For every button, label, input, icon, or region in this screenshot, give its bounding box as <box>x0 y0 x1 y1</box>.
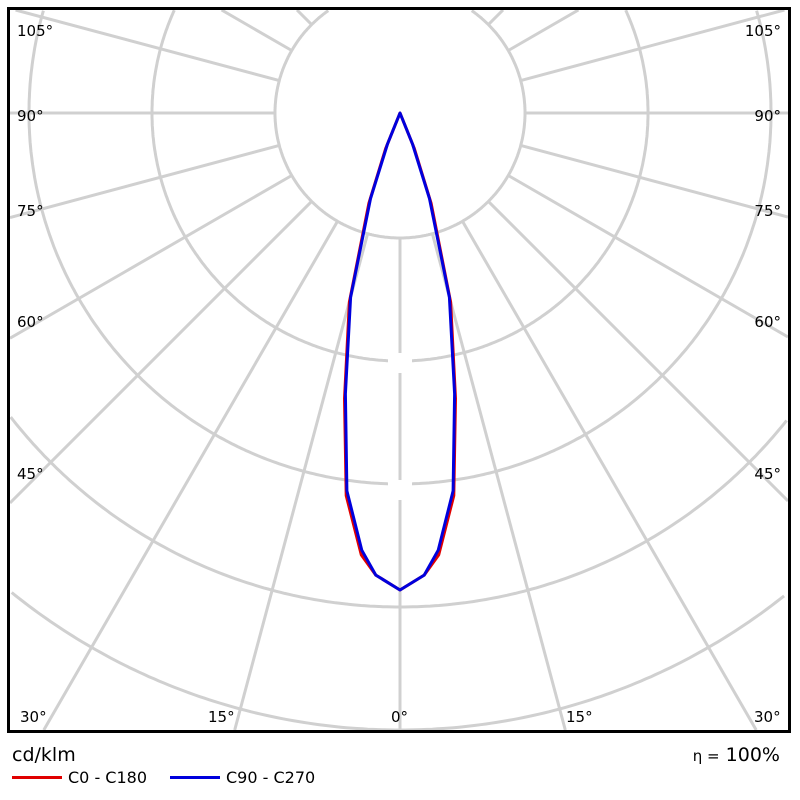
legend-label: C90 - C270 <box>226 768 316 787</box>
grid-circle <box>10 416 400 609</box>
efficiency-symbol: η = <box>692 747 720 765</box>
polar-plot <box>10 10 788 730</box>
angle-label: 60° <box>17 313 44 331</box>
unit-label: cd/klm <box>12 744 76 766</box>
legend-swatch <box>170 776 220 779</box>
grid-circle <box>273 10 400 240</box>
angle-label: 60° <box>754 313 781 331</box>
angle-label: 45° <box>17 465 44 483</box>
radial-grid-line <box>10 200 313 505</box>
legend-label: C0 - C180 <box>68 768 148 787</box>
radial-grid-line <box>461 220 758 730</box>
grid-circle <box>400 10 527 240</box>
angle-label: 75° <box>17 202 44 220</box>
legend-item-c0: C0 - C180 <box>12 768 147 787</box>
angle-label: 30° <box>754 708 781 726</box>
efficiency-value: 100% <box>725 744 780 766</box>
grid-circle <box>400 594 786 730</box>
grid-gap <box>388 480 412 500</box>
angle-label: 90° <box>17 107 44 125</box>
radial-grid-line <box>507 174 788 339</box>
grid-circle <box>27 10 400 486</box>
radial-grid-line <box>220 10 293 52</box>
angle-label: 30° <box>20 708 47 726</box>
grid-circle <box>400 10 650 363</box>
angle-label: 90° <box>754 107 781 125</box>
radial-grid-line <box>520 143 788 219</box>
grid-circle <box>400 419 788 609</box>
radial-grid-line <box>10 174 293 340</box>
radial-grid-line <box>487 10 505 26</box>
series-curve <box>343 111 457 592</box>
radial-grid-line <box>15 10 280 83</box>
grid-circle <box>10 591 400 730</box>
grid-gap <box>388 353 412 373</box>
grid-circle <box>150 10 400 363</box>
grid-circle <box>400 10 773 486</box>
radial-grid-line <box>430 233 567 730</box>
radial-grid-line <box>10 143 280 219</box>
angle-label: 15° <box>566 708 593 726</box>
angle-label: 105° <box>17 22 54 40</box>
angle-label: 105° <box>744 22 781 40</box>
efficiency: η = 100% <box>693 744 780 766</box>
radial-grid-line <box>520 10 785 83</box>
polar-plot-frame: 105° 90° 75° 60° 45° 105° 90° 75° 60° 45… <box>7 7 791 733</box>
radial-grid-line <box>507 10 580 52</box>
legend-swatch <box>12 776 62 779</box>
legend-item-c90: C90 - C270 <box>170 768 315 787</box>
angle-label: 0° <box>391 708 409 726</box>
radial-grid-line <box>42 220 339 730</box>
angle-label: 75° <box>754 202 781 220</box>
radial-grid-line <box>233 233 370 730</box>
angle-label: 45° <box>754 465 781 483</box>
radial-grid-line <box>295 10 313 26</box>
angle-label: 15° <box>208 708 235 726</box>
radial-grid-line <box>487 200 788 503</box>
